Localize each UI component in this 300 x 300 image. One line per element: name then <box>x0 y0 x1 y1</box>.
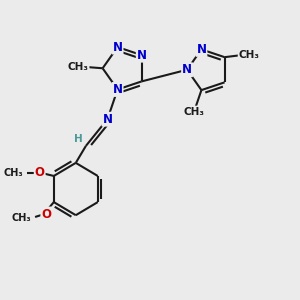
Text: N: N <box>137 49 147 62</box>
Text: CH₃: CH₃ <box>238 50 260 60</box>
Text: N: N <box>103 113 112 126</box>
Text: O: O <box>41 208 51 220</box>
Text: CH₃: CH₃ <box>68 62 88 72</box>
Text: N: N <box>196 43 206 56</box>
Text: H: H <box>74 134 83 143</box>
Text: N: N <box>112 83 123 96</box>
Text: O: O <box>35 167 45 179</box>
Text: CH₃: CH₃ <box>4 168 24 178</box>
Text: CH₃: CH₃ <box>12 214 32 224</box>
Text: N: N <box>112 40 123 54</box>
Text: N: N <box>182 63 192 76</box>
Text: CH₃: CH₃ <box>184 106 205 116</box>
